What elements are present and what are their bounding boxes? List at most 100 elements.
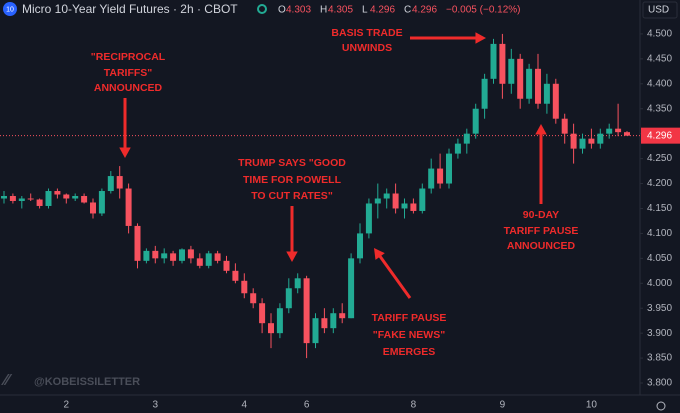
candle-body <box>383 193 390 199</box>
annotation: TIME FOR POWELL <box>243 174 342 186</box>
candle-body <box>9 196 16 201</box>
candle-body <box>232 270 239 281</box>
candle-body <box>125 188 132 226</box>
annotation: TARIFF PAUSE <box>504 225 579 237</box>
ohlc-legend: O 4.303 H 4.305 L 4.296 C 4.296 −0.005 (−0.12%) <box>278 5 521 16</box>
candle-body <box>339 313 346 319</box>
candle-body <box>419 188 426 211</box>
annotation: TARIFFS" <box>104 67 153 79</box>
candle-body <box>410 203 417 211</box>
candle-body <box>357 233 363 259</box>
candle-body <box>561 118 568 134</box>
annotation: TO CUT RATES" <box>251 190 333 202</box>
candle-body <box>63 194 70 199</box>
annotation: UNWINDS <box>342 42 392 54</box>
y-tick-label: 3.850 <box>647 353 672 364</box>
candle-body <box>1 196 7 199</box>
candle-body <box>330 313 337 329</box>
y-tick-label: 3.900 <box>647 328 672 339</box>
candle-body <box>624 132 630 136</box>
candle-body <box>588 138 595 144</box>
ohlc-label: C <box>404 5 411 16</box>
y-tick-label: 4.150 <box>647 203 672 214</box>
candle-body <box>268 323 274 334</box>
candle-body <box>214 253 221 261</box>
y-tick-label: 3.800 <box>647 378 672 389</box>
candle-body <box>490 43 497 79</box>
candle-body <box>90 202 96 214</box>
candle-body <box>579 138 586 149</box>
currency[interactable]: USD <box>648 5 669 16</box>
candle-body <box>374 198 381 204</box>
candle-body <box>98 191 105 214</box>
candle-body <box>526 68 533 99</box>
candle-body <box>45 191 52 206</box>
change: −0.005 (−0.12%) <box>446 5 521 16</box>
settings-icon[interactable] <box>656 401 666 411</box>
candle-body <box>259 303 266 324</box>
currency-box[interactable] <box>642 1 678 19</box>
badge-text: 10 <box>6 6 14 13</box>
x-tick-label: 10 <box>586 400 598 411</box>
y-tick-label: 4.250 <box>647 153 672 164</box>
candle-body <box>597 133 604 144</box>
candle-body <box>303 278 310 344</box>
candle-body <box>463 133 470 144</box>
candle-body <box>615 128 622 133</box>
x-tick-label: 2 <box>64 400 70 411</box>
status-dot <box>257 4 267 14</box>
last-price-label: 4.296 <box>647 130 672 141</box>
x-tick-label: 9 <box>500 400 506 411</box>
candle-body <box>205 253 212 266</box>
candle-body <box>81 196 88 203</box>
candle-body <box>606 128 613 134</box>
candle-body <box>499 43 506 84</box>
candle-body <box>285 288 292 309</box>
candle-body <box>72 196 79 199</box>
candle-body <box>161 253 168 259</box>
candle-body <box>481 78 488 109</box>
y-tick-label: 4.450 <box>647 53 672 64</box>
y-tick-label: 4.050 <box>647 253 672 264</box>
candle-body <box>312 318 319 344</box>
candle-body <box>472 108 479 134</box>
x-tick-label: 6 <box>304 400 310 411</box>
ohlc-value: 4.303 <box>286 5 311 16</box>
candle-body <box>508 58 515 84</box>
annotation: TARIFF PAUSE <box>372 312 447 324</box>
candle-body <box>143 250 150 261</box>
candle-body <box>250 293 257 304</box>
annotation: EMERGES <box>383 346 436 358</box>
candle-body <box>294 278 301 289</box>
candle-body <box>179 249 185 261</box>
candle-body <box>365 203 372 234</box>
candle-body <box>543 83 550 104</box>
ohlc-label: O <box>278 5 286 16</box>
y-tick-label: 4.100 <box>647 228 672 239</box>
arrow-head <box>286 251 298 262</box>
x-tick-label: 3 <box>153 400 159 411</box>
annotation: "FAKE NEWS" <box>373 329 445 341</box>
watermark: @KOBEISSILETTER <box>34 376 140 388</box>
candle-body <box>116 176 123 189</box>
candle-body <box>321 318 328 329</box>
x-tick-label: 8 <box>411 400 417 411</box>
candle-body <box>223 260 230 271</box>
candle-body <box>18 198 25 201</box>
candle-body <box>454 143 461 154</box>
x-tick-label: 4 <box>242 400 248 411</box>
candle-body <box>535 68 541 104</box>
ohlc-value: 4.305 <box>328 5 353 16</box>
ohlc-label: L <box>362 5 368 16</box>
candle-body <box>446 153 452 184</box>
candle-body <box>187 249 194 259</box>
annotation: "RECIPROCAL <box>91 51 166 63</box>
annotation: ANNOUNCED <box>507 240 576 252</box>
candle-body <box>241 280 248 294</box>
candle-body <box>348 258 355 319</box>
annotation: BASIS TRADE <box>331 27 402 39</box>
annotation: TRUMP SAYS "GOOD <box>238 157 346 169</box>
